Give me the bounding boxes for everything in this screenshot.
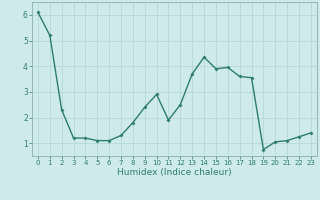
- X-axis label: Humidex (Indice chaleur): Humidex (Indice chaleur): [117, 168, 232, 177]
